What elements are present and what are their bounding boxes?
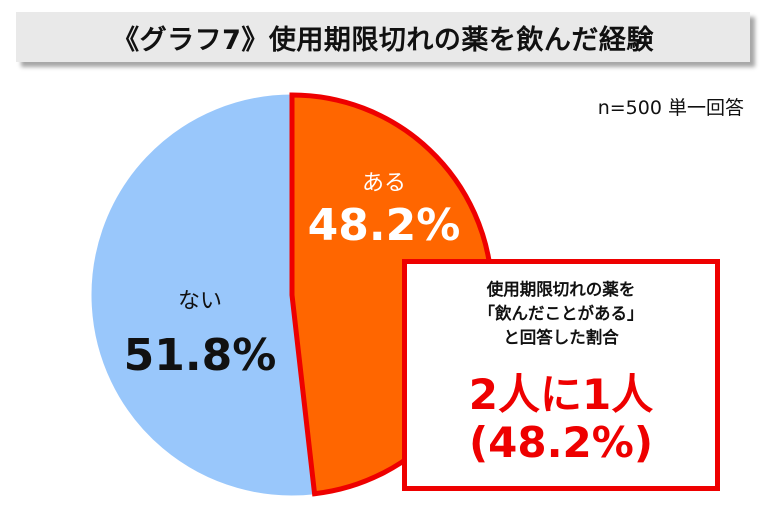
slice-label-no: ない [178,289,222,314]
callout-headline-sub: (48.2%) [468,418,654,467]
callout-box: 使用期限切れの薬を 「飲んだことがある」 と回答した割合 2人に1人 (48.2… [402,259,720,491]
chart-title-bar: 《グラフ7》使用期限切れの薬を飲んだ経験 [16,12,750,62]
slice-label-yes: ある [362,171,406,196]
callout-headline: 2人に1人 [468,370,654,419]
chart-title: 《グラフ7》使用期限切れの薬を飲んだ経験 [112,24,654,56]
callout-line-2: 「飲んだことがある」 [478,304,644,323]
pie-slice-no [91,94,316,496]
slice-value-yes: 48.2% [308,200,461,251]
slice-value-no: 51.8% [124,330,277,381]
callout-line-1: 使用期限切れの薬を [486,280,636,299]
callout-line-3: と回答した割合 [503,328,619,347]
sample-note: n=500 単一回答 [597,97,744,119]
